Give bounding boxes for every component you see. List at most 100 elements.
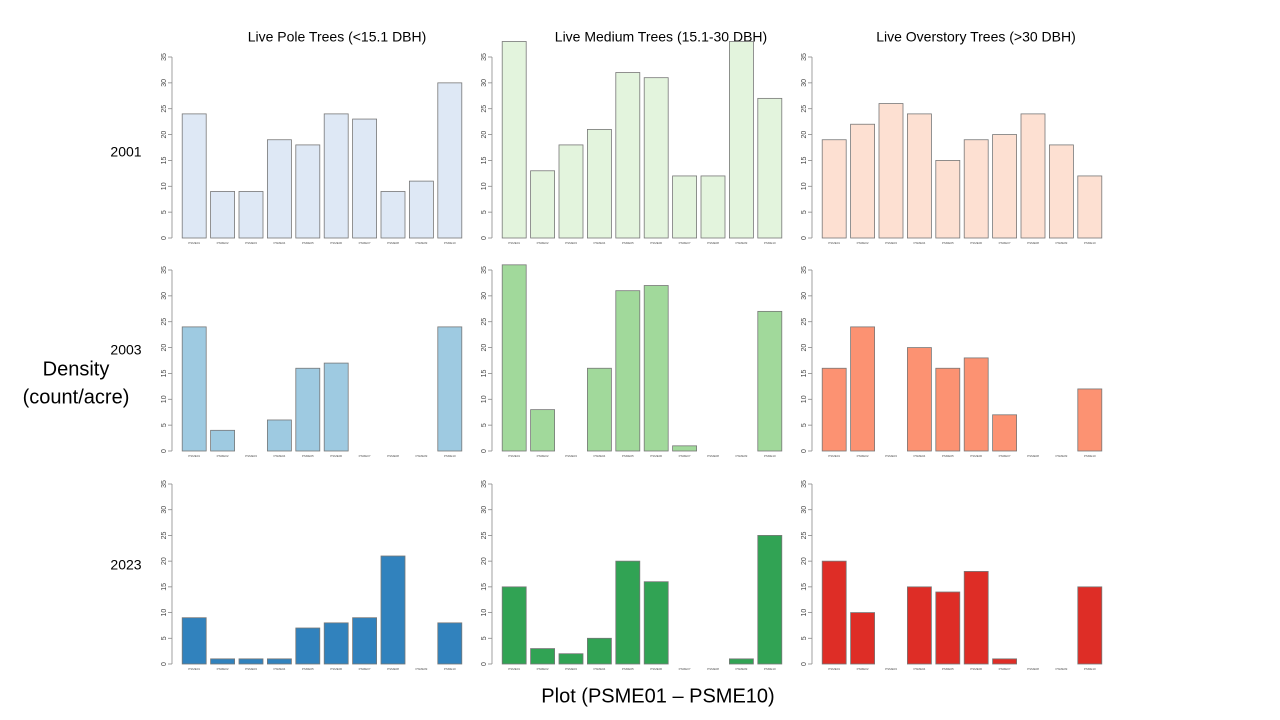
y-tick-label: 10 [481, 182, 488, 190]
y-tick-label: 5 [481, 423, 488, 427]
x-axis-label: Plot (PSME01 – PSME10) [541, 685, 774, 707]
y-tick-label: 25 [161, 105, 168, 113]
bar [181, 617, 207, 665]
y-tick-label: 15 [161, 583, 168, 591]
y-axis-label: Density [43, 358, 110, 380]
x-tick-label: PSME10 [764, 241, 776, 245]
x-tick-label: PSME08 [1027, 454, 1039, 458]
bar [558, 653, 584, 665]
x-tick-label: PSME04 [913, 241, 925, 245]
bar [992, 658, 1017, 665]
x-tick-label: PSME06 [970, 241, 982, 245]
y-tick-label: 5 [801, 636, 808, 640]
x-tick-label: PSME07 [999, 667, 1011, 671]
y-tick-label: 15 [801, 583, 808, 591]
x-tick-label: PSME09 [735, 667, 747, 671]
x-tick-label: PSME08 [387, 667, 399, 671]
bar [1077, 175, 1103, 239]
column-title: Live Overstory Trees (>30 DBH) [876, 29, 1076, 45]
y-tick-label: 5 [161, 210, 168, 214]
y-tick-label: 20 [161, 131, 168, 139]
x-tick-label: PSME04 [593, 667, 605, 671]
y-tick-label: 30 [801, 292, 808, 300]
bar [181, 113, 207, 239]
y-tick-label: 10 [481, 395, 488, 403]
x-tick-label: PSME01 [188, 667, 200, 671]
x-tick-label: PSME10 [764, 454, 776, 458]
x-tick-label: PSME10 [1084, 454, 1096, 458]
bar [757, 535, 783, 665]
x-tick-label: PSME06 [970, 667, 982, 671]
x-tick-label: PSME06 [650, 241, 662, 245]
x-tick-label: PSME02 [537, 667, 549, 671]
bar [323, 113, 349, 239]
bar [266, 139, 292, 239]
y-tick-label: 5 [161, 423, 168, 427]
x-tick-label: PSME04 [913, 454, 925, 458]
x-tick-label: PSME09 [415, 241, 427, 245]
x-tick-label: PSME02 [217, 241, 229, 245]
bar [437, 82, 463, 239]
bar [878, 103, 904, 239]
x-tick-label: PSME01 [188, 454, 200, 458]
bar [821, 367, 847, 452]
y-tick-label: 0 [481, 662, 488, 666]
x-tick-label: PSME01 [828, 241, 840, 245]
row-label: 2023 [110, 557, 141, 573]
column-title: Live Pole Trees (<15.1 DBH) [248, 29, 427, 45]
y-tick-label: 0 [161, 449, 168, 453]
bar [530, 648, 555, 665]
x-tick-label: PSME08 [707, 667, 719, 671]
bar [615, 560, 641, 665]
bar [643, 77, 669, 239]
bar [266, 419, 292, 452]
y-tick-label: 10 [481, 609, 488, 617]
bar [380, 555, 406, 665]
y-tick-label: 25 [801, 531, 808, 539]
bar [295, 144, 321, 239]
x-tick-label: PSME07 [679, 667, 691, 671]
bar [558, 144, 584, 239]
y-tick-label: 0 [801, 449, 808, 453]
x-tick-label: PSME09 [1055, 667, 1067, 671]
bar [238, 191, 264, 239]
bar [757, 97, 783, 239]
bar [210, 658, 236, 665]
x-tick-label: PSME08 [1027, 667, 1039, 671]
y-tick-label: 25 [161, 531, 168, 539]
y-tick-label: 35 [801, 480, 808, 488]
y-tick-label: 5 [161, 636, 168, 640]
y-tick-label: 20 [481, 131, 488, 139]
x-tick-label: PSME03 [885, 241, 897, 245]
x-tick-label: PSME08 [387, 454, 399, 458]
x-tick-label: PSME09 [415, 454, 427, 458]
y-tick-label: 35 [161, 480, 168, 488]
bar [672, 175, 697, 239]
y-tick-label: 20 [161, 557, 168, 565]
y-tick-label: 15 [161, 156, 168, 164]
row-label: 2003 [110, 342, 141, 358]
bar [501, 264, 527, 452]
y-tick-label: 20 [161, 344, 168, 352]
x-tick-label: PSME08 [707, 454, 719, 458]
x-tick-label: PSME07 [359, 667, 371, 671]
y-tick-label: 35 [481, 480, 488, 488]
y-tick-label: 10 [161, 395, 168, 403]
y-tick-label: 5 [801, 210, 808, 214]
y-tick-label: 5 [801, 423, 808, 427]
x-tick-label: PSME06 [330, 241, 342, 245]
bar [323, 622, 349, 665]
bar [352, 617, 378, 665]
y-tick-label: 10 [801, 182, 808, 190]
bar [530, 170, 555, 239]
y-tick-label: 30 [161, 292, 168, 300]
bar [615, 72, 641, 239]
x-tick-label: PSME05 [622, 667, 634, 671]
bar [700, 175, 726, 239]
x-tick-label: PSME04 [913, 667, 925, 671]
x-tick-label: PSME06 [330, 454, 342, 458]
x-tick-label: PSME05 [942, 454, 954, 458]
y-tick-label: 0 [801, 236, 808, 240]
x-tick-label: PSME03 [885, 667, 897, 671]
x-tick-label: PSME07 [999, 454, 1011, 458]
